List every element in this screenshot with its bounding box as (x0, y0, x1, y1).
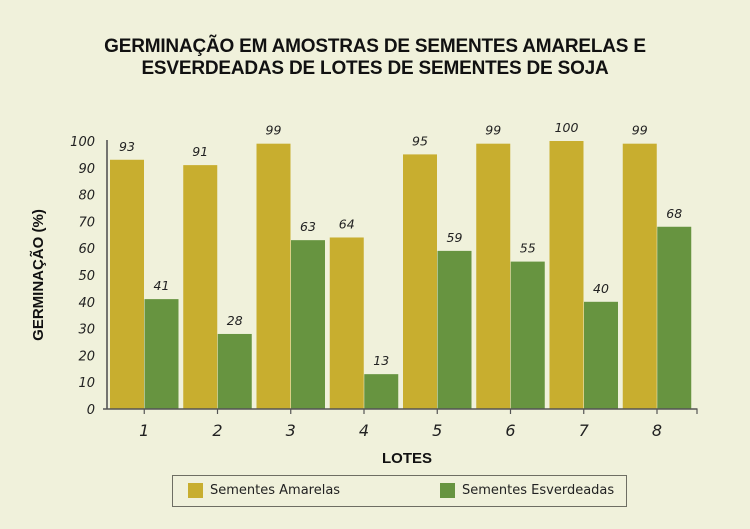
data-label-amarelas-lote-8: 99 (632, 123, 648, 138)
bar-esverdeadas-lote-4 (364, 374, 399, 409)
data-label-esverdeadas-lote-7: 40 (593, 281, 609, 296)
x-tick-label: 5 (432, 421, 442, 440)
y-tick-label: 90 (78, 162, 95, 177)
y-axis: 0 10 20 30 40 50 60 70 80 90 100 (70, 135, 108, 418)
x-tick-label: 4 (359, 421, 369, 440)
bar-amarelas-lote-3 (256, 143, 291, 409)
bar-esverdeadas-lote-3 (291, 240, 325, 409)
data-label-esverdeadas-lote-4: 13 (373, 353, 389, 368)
bar-amarelas-lote-2 (183, 165, 218, 409)
bar-amarelas-lote-7 (549, 141, 584, 409)
legend-swatch-amarelas (188, 483, 203, 498)
data-label-esverdeadas-lote-3: 63 (300, 219, 316, 234)
legend: Sementes Amarelas Sementes Esverdeadas (172, 475, 627, 507)
chart-title-line-2: ESVERDEADAS DE LOTES DE SEMENTES DE SOJA (141, 58, 609, 79)
data-label-esverdeadas-lote-1: 41 (154, 278, 170, 293)
legend-label-esverdeadas: Sementes Esverdeadas (462, 483, 615, 498)
legend-swatch-esverdeadas (440, 483, 455, 498)
bar-amarelas-lote-5 (403, 154, 437, 409)
data-label-amarelas-lote-6: 99 (485, 123, 501, 138)
y-tick-label: 80 (78, 189, 95, 204)
x-tick-label: 1 (139, 421, 149, 440)
x-tick-label: 7 (579, 421, 590, 440)
data-label-amarelas-lote-2: 91 (192, 144, 208, 159)
bar-amarelas-lote-6 (476, 143, 511, 409)
data-label-amarelas-lote-3: 99 (266, 123, 282, 138)
bar-esverdeadas-lote-6 (510, 261, 545, 409)
y-axis-label: GERMINAÇÃO (%) (29, 209, 47, 341)
x-tick-label: 8 (652, 421, 662, 440)
x-tick-label: 3 (286, 421, 296, 440)
x-tick-label: 6 (505, 421, 515, 440)
bar-esverdeadas-lote-5 (437, 250, 472, 409)
data-labels-group: 93 41 91 28 99 63 64 13 95 59 99 55 100 40 99 68 (119, 120, 682, 368)
chart-title-line-1: GERMINAÇÃO EM AMOSTRAS DE SEMENTES AMARE… (104, 36, 646, 57)
data-label-amarelas-lote-5: 95 (412, 133, 428, 148)
bar-esverdeadas-lote-1 (144, 299, 179, 409)
data-label-amarelas-lote-4: 64 (339, 216, 355, 231)
legend-item-amarelas: Sementes Amarelas (188, 483, 340, 498)
x-tick-label: 2 (212, 421, 222, 440)
y-tick-label: 10 (78, 376, 95, 391)
x-axis-label: LOTES (382, 450, 432, 467)
data-label-esverdeadas-lote-8: 68 (666, 206, 682, 221)
y-tick-label: 70 (78, 215, 95, 230)
y-tick-label: 20 (78, 349, 95, 364)
legend-item-esverdeadas: Sementes Esverdeadas (440, 483, 614, 498)
chart-title: GERMINAÇÃO EM AMOSTRAS DE SEMENTES AMARE… (0, 36, 750, 80)
bar-amarelas-lote-4 (329, 237, 364, 409)
bars-group (110, 141, 692, 409)
y-tick-label: 60 (78, 242, 95, 257)
x-axis: 1 2 3 4 5 6 7 8 (103, 408, 698, 440)
data-label-esverdeadas-lote-5: 59 (447, 230, 463, 245)
bar-amarelas-lote-1 (110, 159, 144, 409)
data-label-esverdeadas-lote-6: 55 (520, 241, 536, 256)
data-label-amarelas-lote-1: 93 (119, 139, 135, 154)
y-tick-label: 30 (78, 323, 95, 338)
bar-esverdeadas-lote-7 (584, 301, 618, 409)
data-label-amarelas-lote-7: 100 (555, 120, 579, 135)
bar-esverdeadas-lote-2 (217, 333, 252, 409)
bar-esverdeadas-lote-8 (657, 226, 692, 409)
y-tick-label: 40 (78, 296, 95, 311)
y-tick-label: 100 (70, 135, 95, 150)
data-label-esverdeadas-lote-2: 28 (227, 313, 243, 328)
y-tick-label: 0 (87, 403, 95, 418)
bar-amarelas-lote-8 (622, 143, 657, 409)
legend-label-amarelas: Sementes Amarelas (210, 483, 341, 498)
y-tick-label: 50 (78, 269, 95, 284)
